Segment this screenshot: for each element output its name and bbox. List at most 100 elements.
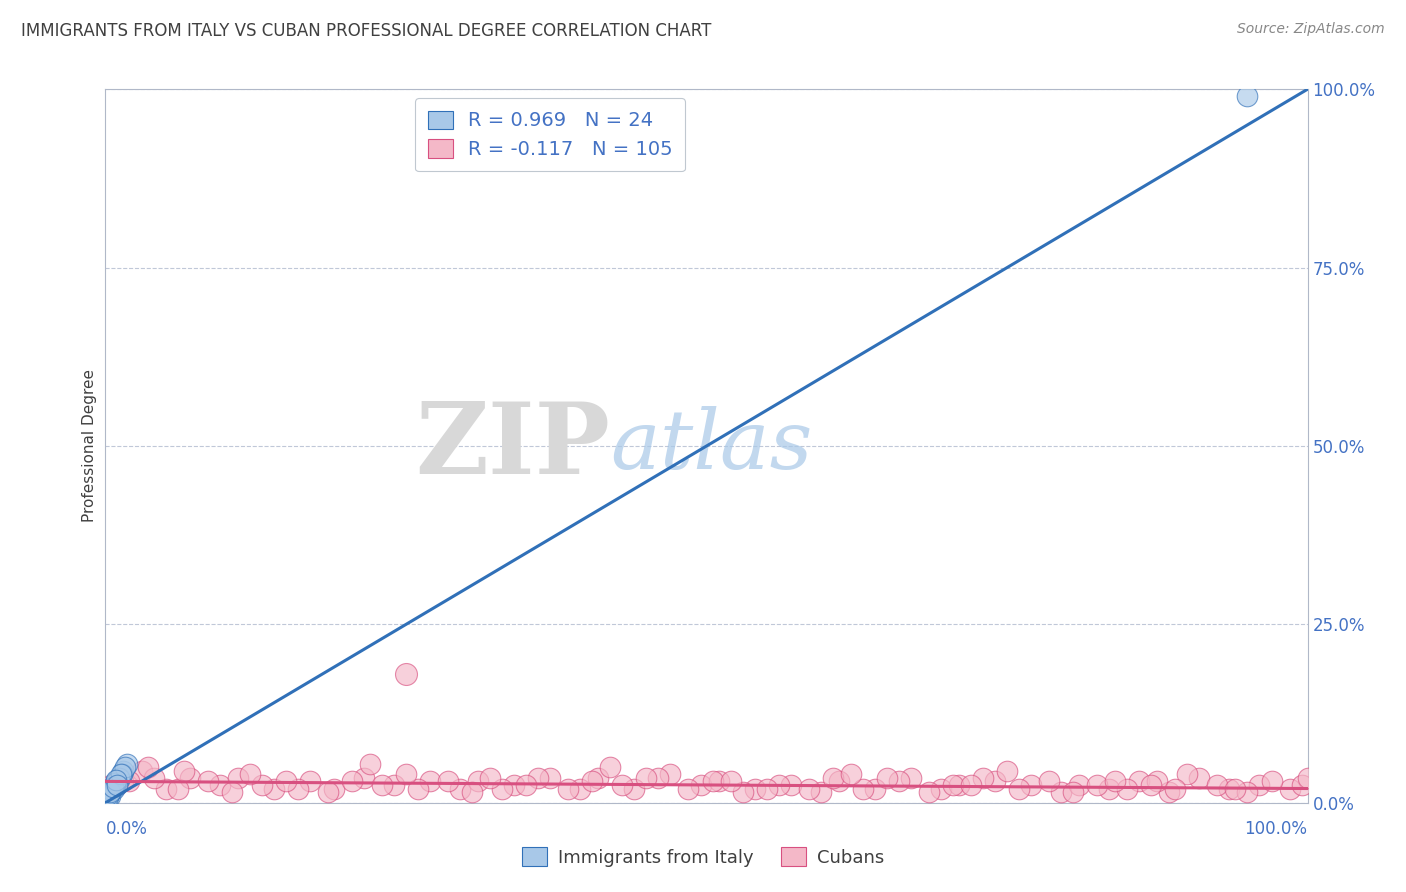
Point (942, 778, 965, 792)
Point (1019, 778, 1042, 792)
Point (449, 781, 471, 796)
Legend: R = 0.969   N = 24, R = -0.117   N = 105: R = 0.969 N = 24, R = -0.117 N = 105 (415, 98, 685, 171)
Point (1260, 774, 1282, 789)
Point (876, 771, 898, 785)
Point (340, 774, 363, 789)
Point (1249, 778, 1271, 792)
Point (972, 771, 994, 785)
Point (97, 790, 120, 805)
Point (1291, 778, 1313, 792)
Point (659, 767, 682, 781)
Point (569, 781, 592, 796)
Point (1085, 778, 1108, 792)
Point (274, 774, 297, 789)
Point (208, 778, 231, 792)
Point (107, 778, 129, 792)
Point (900, 771, 922, 785)
Point (1116, 781, 1139, 796)
Point (107, 774, 129, 789)
Point (107, 771, 129, 785)
Point (115, 756, 138, 771)
Point (173, 764, 195, 778)
Point (406, 781, 429, 796)
Point (1146, 774, 1168, 789)
Point (110, 767, 132, 781)
Point (1296, 771, 1319, 785)
Point (419, 774, 441, 789)
Point (108, 771, 131, 785)
Point (1188, 771, 1211, 785)
Point (467, 774, 489, 789)
Point (779, 778, 801, 792)
Point (98, 789, 121, 803)
Point (105, 774, 128, 789)
Point (104, 778, 127, 792)
Point (221, 785, 243, 799)
Point (852, 781, 875, 796)
Point (1278, 781, 1301, 796)
Point (581, 774, 603, 789)
Point (395, 767, 418, 781)
Point (239, 767, 262, 781)
Point (828, 774, 851, 789)
Point (101, 781, 124, 796)
Point (647, 771, 669, 785)
Point (155, 781, 177, 796)
Point (720, 774, 742, 789)
Point (1225, 781, 1247, 796)
Point (112, 764, 135, 778)
Point (821, 771, 844, 785)
Point (702, 774, 724, 789)
Point (100, 783, 122, 797)
Point (689, 778, 711, 792)
Point (1175, 767, 1198, 781)
Point (197, 774, 219, 789)
Point (984, 774, 1007, 789)
Point (503, 778, 526, 792)
Text: Source: ZipAtlas.com: Source: ZipAtlas.com (1237, 22, 1385, 37)
Point (1236, 785, 1258, 799)
Point (1140, 778, 1163, 792)
Point (491, 781, 513, 796)
Point (103, 781, 125, 796)
Point (744, 781, 766, 796)
Point (114, 760, 136, 774)
Point (437, 774, 460, 789)
Legend: Immigrants from Italy, Cubans: Immigrants from Italy, Cubans (515, 840, 891, 874)
Point (612, 778, 634, 792)
Point (810, 785, 832, 799)
Point (1050, 785, 1073, 799)
Point (636, 771, 658, 785)
Point (101, 780, 124, 794)
Point (1218, 781, 1240, 796)
Point (863, 781, 886, 796)
Point (948, 778, 970, 792)
Point (1236, 89, 1258, 103)
Point (479, 771, 502, 785)
Point (395, 667, 418, 681)
Point (960, 778, 983, 792)
Point (250, 778, 273, 792)
Point (768, 778, 790, 792)
Point (1062, 785, 1084, 799)
Point (1128, 774, 1150, 789)
Point (755, 781, 778, 796)
Point (98, 787, 121, 801)
Point (839, 767, 862, 781)
Point (136, 760, 159, 774)
Point (105, 772, 128, 787)
Point (118, 774, 141, 789)
Point (929, 781, 952, 796)
Point (382, 778, 405, 792)
Point (588, 771, 610, 785)
Point (263, 781, 285, 796)
Point (353, 771, 375, 785)
Y-axis label: Professional Degree: Professional Degree (82, 369, 97, 523)
Point (461, 785, 484, 799)
Point (1069, 778, 1091, 792)
Point (166, 781, 188, 796)
Point (371, 778, 394, 792)
Point (287, 781, 309, 796)
Point (226, 771, 249, 785)
Point (527, 771, 550, 785)
